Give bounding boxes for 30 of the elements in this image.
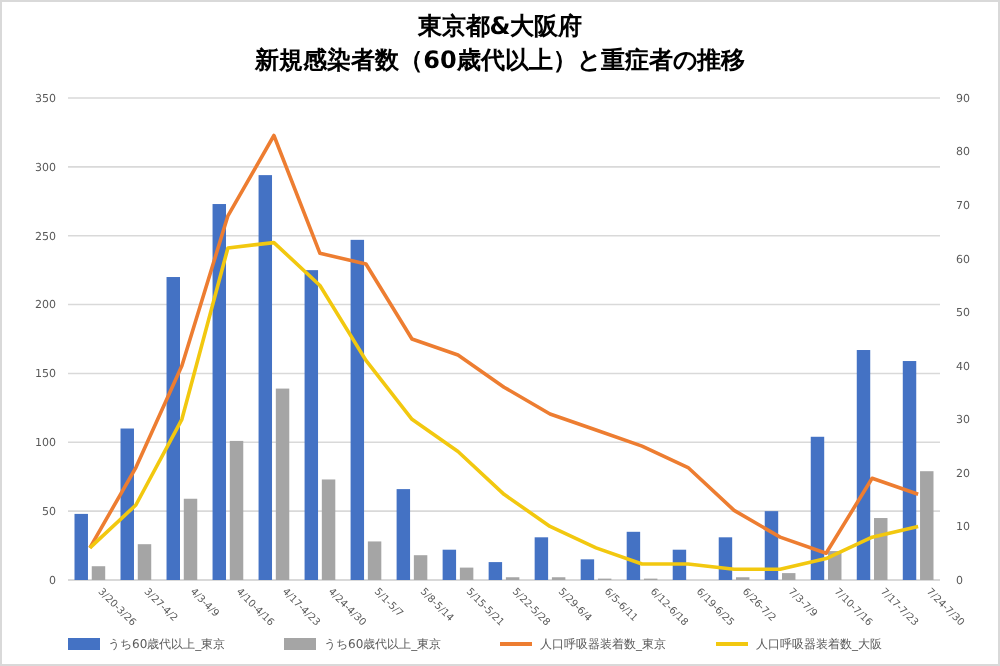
bar xyxy=(258,175,273,580)
bar xyxy=(810,436,825,580)
bar xyxy=(166,277,180,580)
line-series xyxy=(88,240,920,572)
bar xyxy=(91,566,106,580)
bar xyxy=(459,567,474,580)
bar xyxy=(275,388,290,580)
bar xyxy=(137,544,152,580)
chart-title: 東京都&大阪府 xyxy=(415,12,583,40)
bar xyxy=(580,559,595,580)
bar xyxy=(74,513,88,580)
bar xyxy=(183,498,198,580)
bar xyxy=(212,204,227,580)
bar xyxy=(902,361,917,580)
bar xyxy=(413,555,428,580)
bar xyxy=(350,239,365,580)
bar xyxy=(781,573,796,580)
bar xyxy=(856,350,871,580)
bar xyxy=(488,562,503,580)
bar xyxy=(229,440,244,580)
chart-subtitle: 新規感染者数（60歳代以上）と重症者の推移 xyxy=(253,46,745,74)
bar xyxy=(367,541,382,580)
line-series xyxy=(88,133,920,556)
bar xyxy=(874,518,888,580)
bar xyxy=(304,270,319,580)
bar xyxy=(534,537,549,580)
bar xyxy=(396,489,411,580)
bar xyxy=(442,549,457,580)
bar xyxy=(321,479,336,580)
bar xyxy=(920,471,934,580)
